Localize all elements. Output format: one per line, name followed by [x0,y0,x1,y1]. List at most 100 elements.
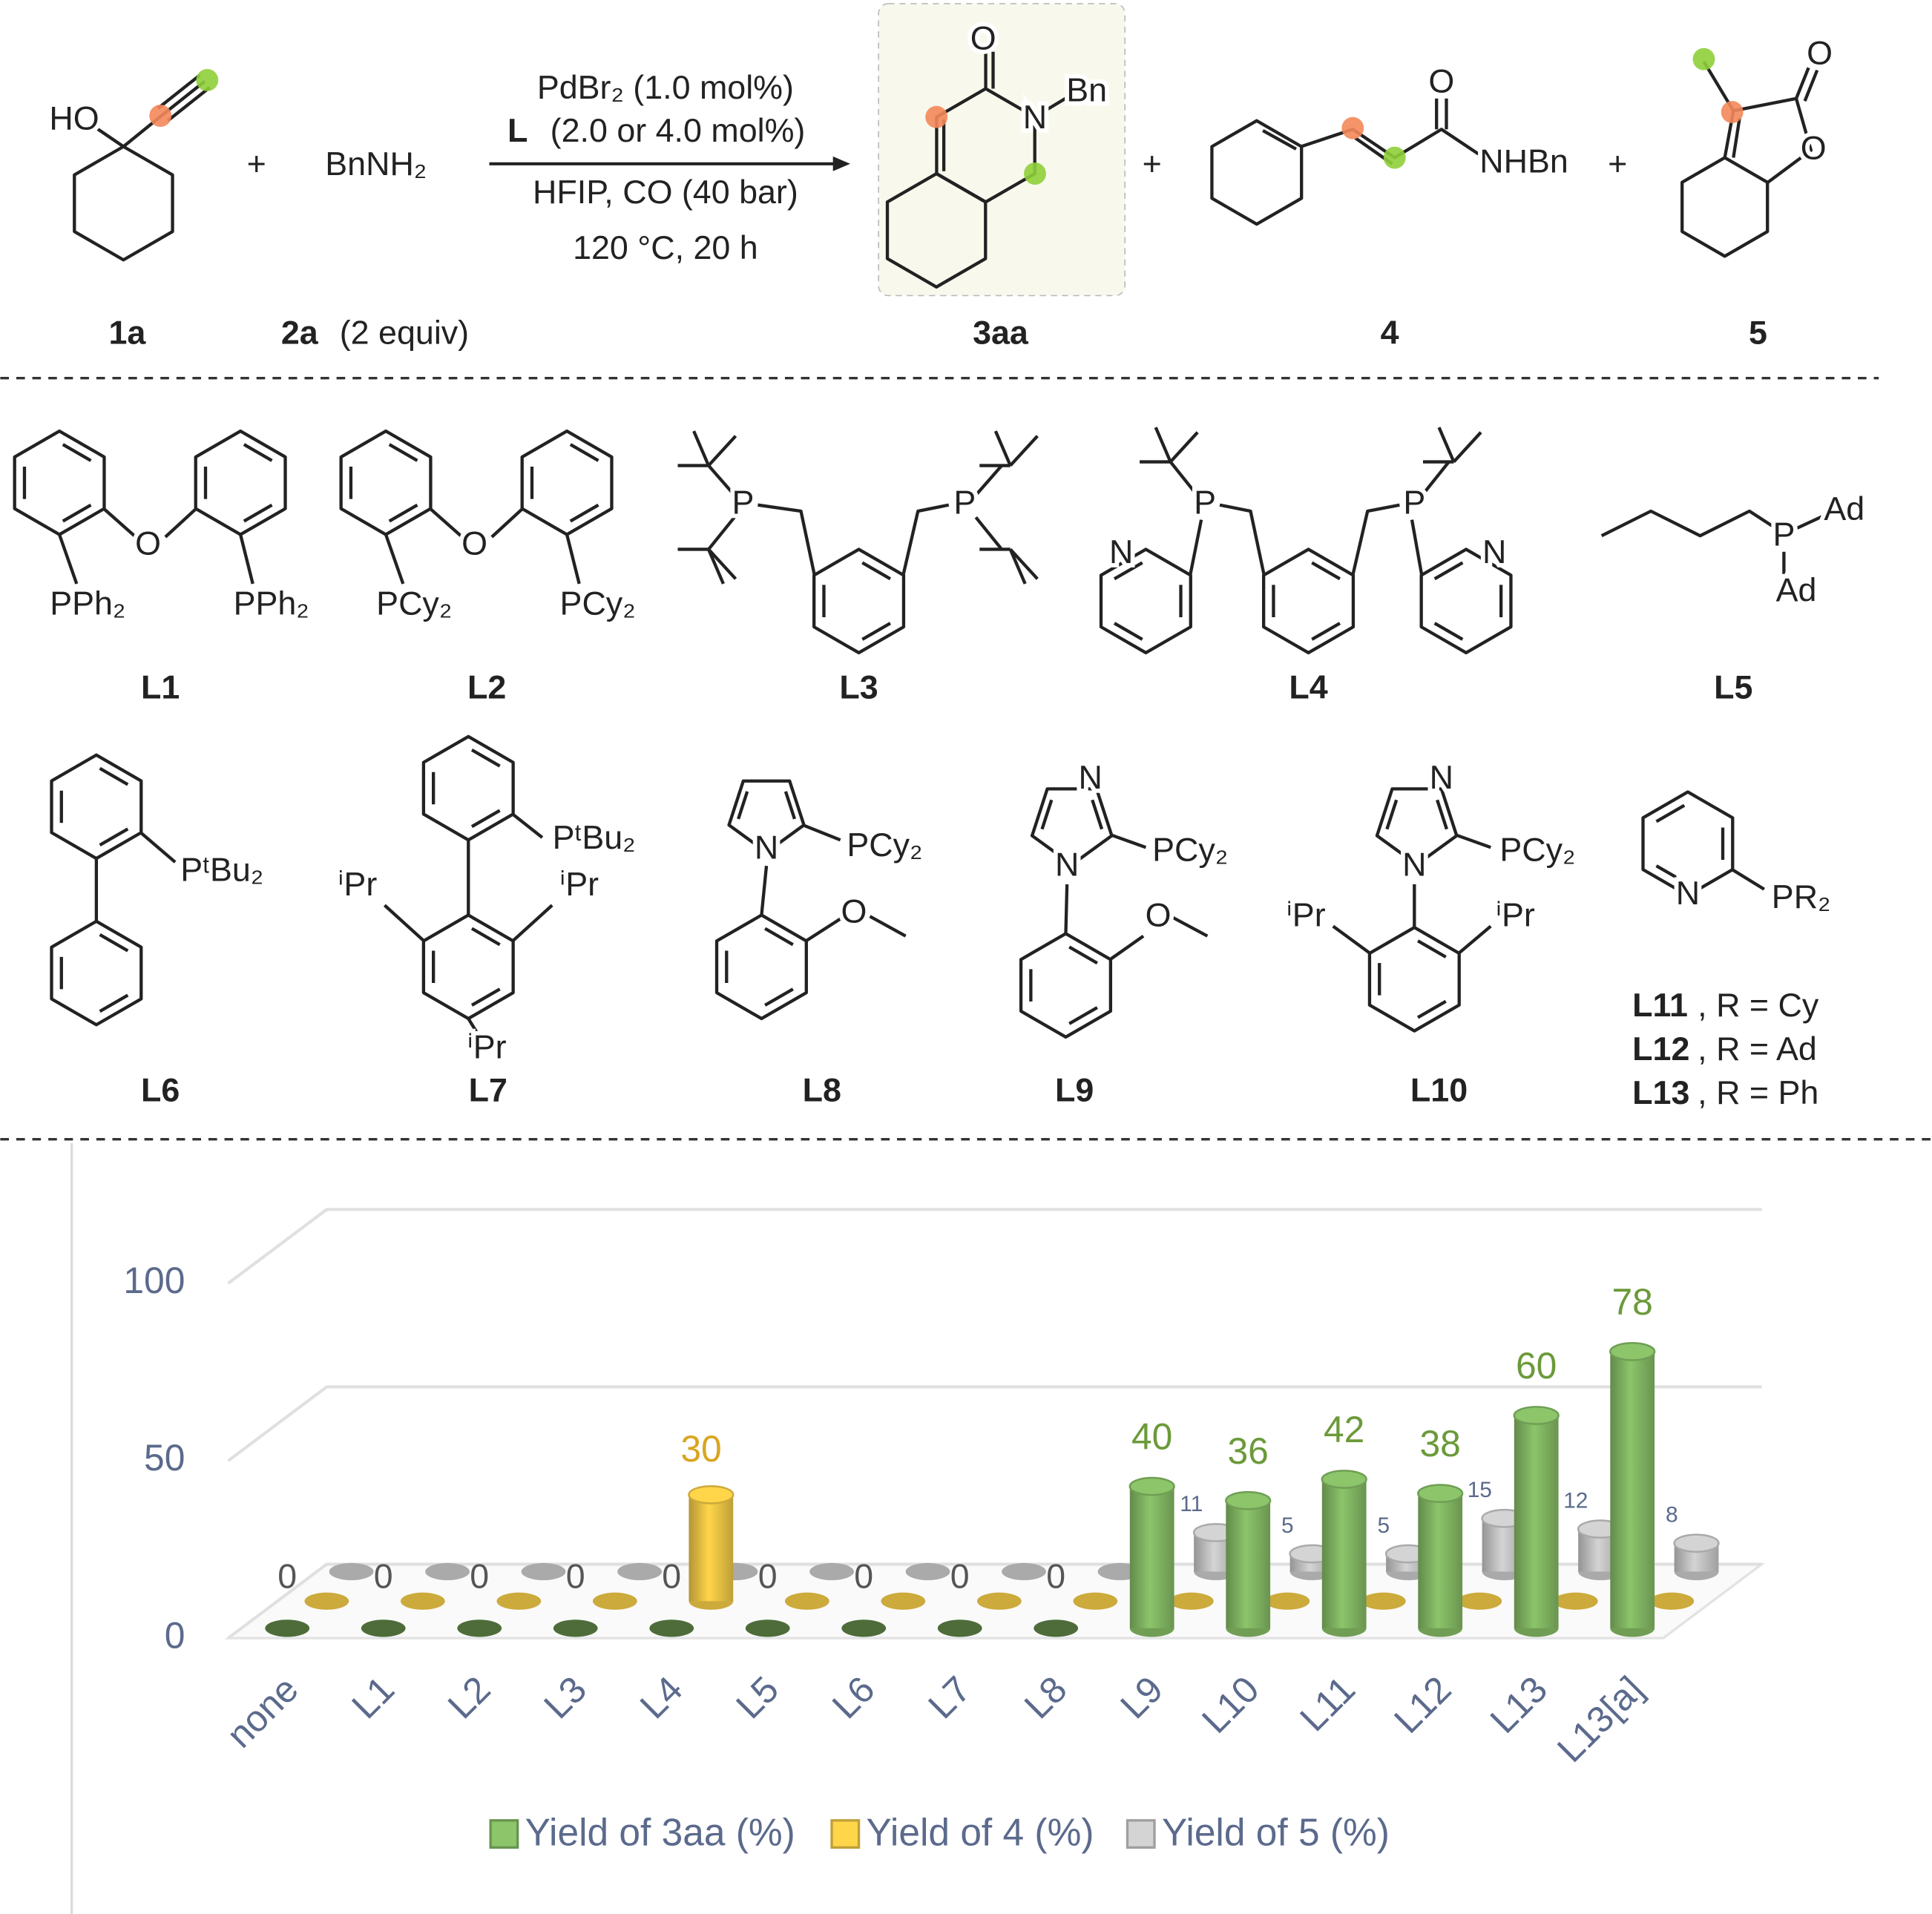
label: L8 [803,1071,841,1108]
bar [329,1562,374,1581]
bar-base [1649,1592,1695,1610]
bar [784,1592,829,1610]
label: L3 [839,669,878,706]
bond [1437,427,1456,463]
bond [1109,935,1145,961]
bar-top [1513,1406,1560,1425]
bond [737,791,749,820]
bar-base [881,1592,926,1610]
x-tick-label: L12 [1386,1668,1459,1741]
x-tick-label: L13[a] [1549,1668,1651,1770]
bond [565,534,581,585]
bond [470,987,501,1007]
label: N [1078,759,1102,796]
data-label: 0 [470,1557,489,1596]
highlight-dot [1341,116,1364,139]
bond [1009,435,1039,467]
x-tick-label: L6 [824,1668,883,1727]
label: HO [49,100,99,137]
bond [243,503,273,523]
bond [1169,461,1197,494]
label: PPh₂ [234,585,309,622]
label: P [1772,516,1795,553]
bond [764,927,794,947]
bar [905,1562,950,1581]
ring [339,429,433,536]
bar-base [649,1619,694,1637]
bond [1091,799,1104,830]
label: NHBn [1479,143,1568,180]
label: PdBr₂ (1.0 mol%) [537,69,794,106]
bar-base [1553,1592,1598,1610]
bond [783,791,797,820]
bond [707,516,736,550]
label: L13 [1632,1074,1689,1111]
bar [592,1592,637,1610]
bond [1219,503,1266,576]
highlight-dot [1692,47,1715,70]
label: N [755,829,778,866]
label: ⁱPr [467,1028,507,1065]
label: , R = Ph [1698,1074,1818,1111]
data-label: 5 [1378,1513,1390,1538]
label: L7 [469,1071,507,1108]
data-label: 0 [277,1557,297,1596]
bar-top [1417,1484,1464,1503]
bar-base [841,1619,887,1637]
bar-base [1265,1592,1310,1610]
bar [1457,1592,1502,1610]
bond [1262,129,1297,151]
arrow-head [832,156,850,171]
bar-body [1321,1479,1367,1628]
data-label: 0 [566,1557,585,1596]
bond [490,507,524,539]
grid-line [227,1208,1762,1285]
bar-body [689,1494,734,1602]
x-tick-label: L1 [344,1668,402,1727]
bond [1436,799,1448,830]
bond [1803,69,1819,102]
ring [812,547,906,655]
bond [102,507,137,539]
x-tick-label: none [219,1668,306,1756]
bar-base [592,1592,637,1610]
y-tick-label: 50 [144,1437,185,1479]
bond [467,1017,480,1036]
bar [688,1484,735,1610]
legend-label: Yield of 4 (%) [867,1810,1094,1853]
bond [1793,513,1827,531]
bond [383,904,425,943]
label: L6 [141,1071,180,1108]
label: (2.0 or 4.0 mol%) [551,112,806,149]
label: 5 [1749,314,1767,351]
label: L1 [141,669,180,706]
data-label: 5 [1281,1513,1294,1538]
label: P [1403,484,1425,522]
bond [1452,431,1482,464]
ring [421,734,515,842]
x-tick-label: L2 [440,1668,499,1727]
bar-body [1129,1486,1174,1628]
bar [521,1562,566,1581]
data-label: 0 [950,1557,970,1596]
label: ⁱPr [1496,897,1535,934]
label: PCy₂ [560,585,636,622]
bond [861,561,892,581]
label: , R = Cy [1698,987,1819,1024]
x-tick-label: L8 [1016,1668,1075,1727]
data-label: 0 [854,1557,873,1596]
data-label: 11 [1180,1492,1203,1516]
bar [553,1619,598,1637]
highlight-dot [149,105,172,128]
label: 120 °C, 20 h [573,229,758,266]
bar-base [265,1619,310,1637]
ring [13,429,106,536]
ring [1641,790,1735,898]
bar-base [521,1562,566,1581]
bar [457,1619,502,1637]
bond [1351,503,1400,576]
bond [164,507,197,539]
highlight-dot [196,68,219,91]
label: 2a [281,314,319,351]
